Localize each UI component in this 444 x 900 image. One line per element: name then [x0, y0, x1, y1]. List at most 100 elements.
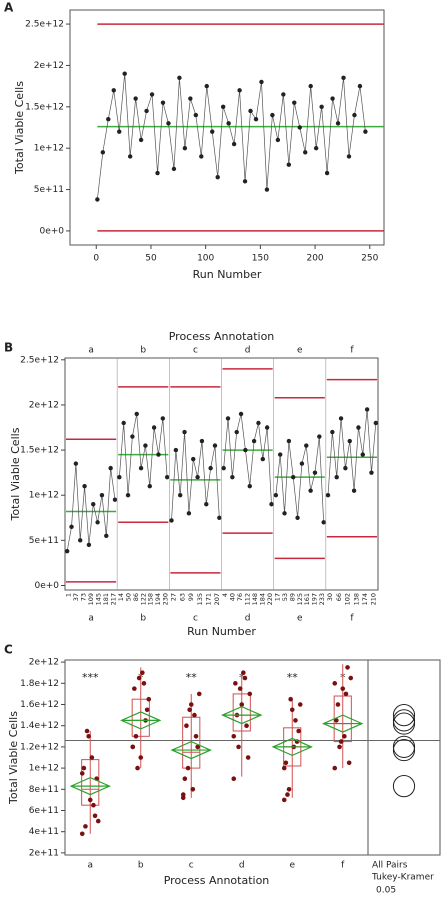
point [297, 125, 302, 130]
point [308, 488, 313, 493]
x-tick-label: 102 [344, 593, 352, 605]
point [313, 145, 319, 151]
point [192, 712, 197, 718]
point [166, 121, 171, 126]
point [99, 493, 105, 498]
point [321, 520, 326, 525]
x-tick-label: 86 [132, 593, 140, 601]
point [173, 447, 179, 453]
point [304, 443, 309, 448]
x-tick-label: 210 [370, 593, 378, 605]
point [83, 824, 88, 829]
group-label: c [193, 614, 198, 624]
point [243, 447, 248, 453]
point [147, 483, 152, 489]
point [151, 425, 157, 430]
x-tick-label: a [87, 861, 93, 871]
x-tick-label: 122 [139, 593, 147, 605]
point [108, 465, 113, 471]
run-line [118, 413, 168, 496]
point [86, 542, 92, 548]
point [106, 117, 111, 122]
point [164, 474, 170, 480]
point [188, 702, 194, 707]
point [324, 170, 330, 176]
point [104, 533, 109, 539]
point [160, 100, 166, 105]
point [95, 197, 100, 202]
comparison-circle [392, 738, 416, 762]
point [195, 474, 200, 480]
point [338, 739, 344, 744]
x-tick-label: 27 [170, 593, 178, 601]
point [241, 670, 246, 676]
point [135, 765, 140, 771]
point [178, 493, 183, 498]
point [155, 170, 160, 176]
x-tick-label: 200 [306, 254, 323, 264]
point [264, 425, 270, 430]
point [283, 760, 289, 766]
point [221, 465, 226, 471]
point [180, 795, 186, 801]
point [348, 675, 354, 681]
point [242, 675, 248, 681]
x-tick-label: 17 [273, 593, 281, 601]
point [248, 108, 253, 114]
y-tick-label: 2e+12 [34, 61, 64, 71]
x-tick-label: 181 [102, 593, 110, 605]
x-axis-label: Run Number [187, 625, 256, 638]
x-tick-label: 0 [93, 254, 99, 264]
point [86, 734, 91, 739]
comparison-alpha: 0.05 [376, 886, 396, 896]
point [187, 707, 192, 713]
point [186, 511, 192, 516]
point [138, 465, 144, 471]
y-tick-label: 2.5e+12 [25, 20, 64, 30]
point [281, 92, 286, 97]
point [217, 515, 222, 520]
x-tick-label: 174 [361, 593, 369, 605]
point [100, 150, 106, 155]
point [188, 96, 193, 101]
panel-label: B [4, 341, 13, 355]
point [303, 150, 308, 155]
point [84, 728, 90, 734]
point [346, 154, 352, 159]
box [81, 759, 100, 806]
point [177, 75, 182, 81]
point [234, 429, 239, 435]
point [281, 765, 287, 771]
point [332, 765, 338, 771]
y-tick-label: 0e+0 [34, 581, 59, 591]
point [373, 420, 379, 426]
point [95, 818, 101, 824]
point [199, 154, 204, 159]
x-tick-label: 100 [197, 254, 214, 264]
x-tick-label: 125 [296, 593, 304, 605]
box [182, 716, 201, 769]
point [289, 707, 295, 713]
point [182, 145, 188, 151]
panel-label: C [4, 643, 13, 657]
x-tick-label: 197 [311, 593, 319, 605]
point [335, 702, 341, 707]
point [231, 734, 237, 739]
group-label: e [297, 614, 303, 624]
point [95, 520, 100, 525]
y-axis-label: Total Viable Cells [9, 427, 22, 521]
point [345, 665, 350, 670]
box [131, 698, 150, 737]
point [185, 765, 191, 771]
point [299, 461, 305, 466]
point [288, 696, 293, 702]
x-tick-label: 37 [72, 593, 80, 601]
x-tick-label: c [189, 861, 194, 871]
point [330, 429, 335, 435]
point [247, 691, 253, 697]
point [295, 515, 300, 520]
group-label: a [88, 346, 94, 356]
point [286, 786, 292, 792]
comparison-circle [392, 712, 416, 735]
point [342, 734, 347, 739]
